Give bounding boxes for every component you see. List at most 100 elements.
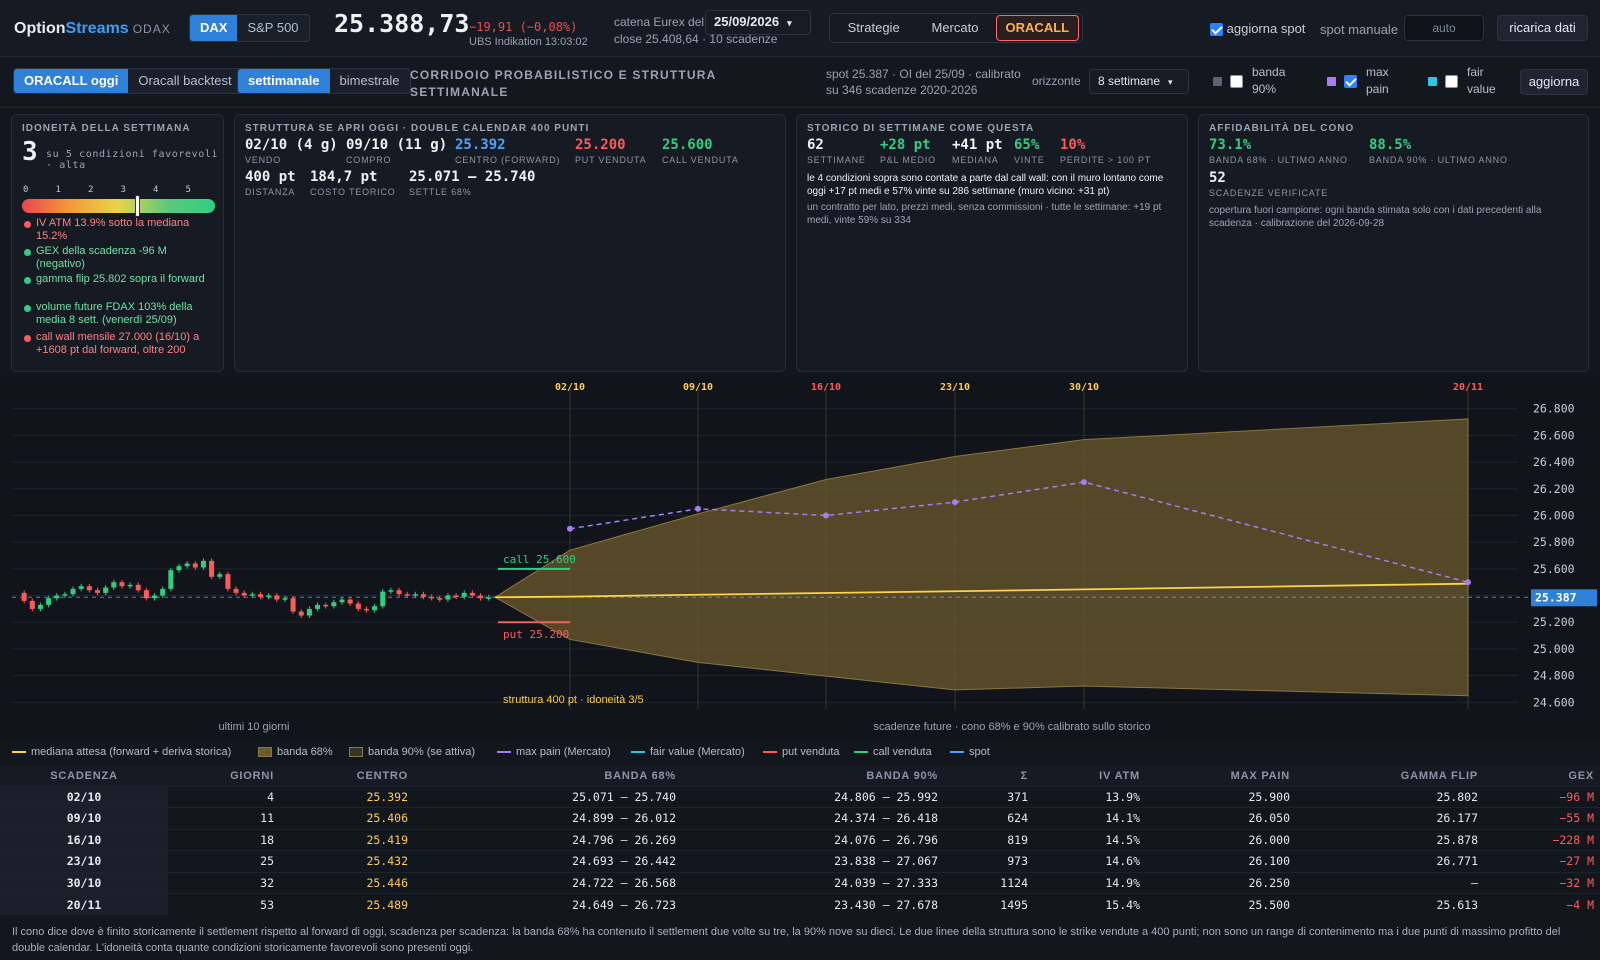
max-pain-point: [695, 505, 701, 512]
table-cell: 14.5%: [1034, 828, 1146, 851]
main-tabs: Strategie Mercato ORACALL: [829, 13, 1083, 43]
column-header[interactable]: IV ATM: [1034, 766, 1146, 786]
checkbox-icon[interactable]: [1344, 75, 1357, 88]
checkbox-icon[interactable]: [1445, 75, 1458, 88]
candle-body: [184, 563, 190, 567]
column-header[interactable]: BANDA 68%: [414, 766, 682, 786]
history-metric: +41 pt MEDIANA: [952, 137, 1003, 165]
structure-metric: 25.071 — 25.740 SETTLE 68%: [409, 169, 535, 197]
table-row[interactable]: 20/11 53 25.489 24.649 — 26.723 23.430 — 27.…: [0, 893, 1600, 915]
structure-panel: STRUTTURA SE APRI OGGI · DOUBLE CALENDAR…: [234, 114, 786, 372]
tab-strategie[interactable]: Strategie: [847, 20, 900, 35]
candle-body: [78, 586, 84, 589]
column-header[interactable]: Σ: [944, 766, 1034, 786]
candle-body: [21, 592, 27, 601]
legend-item: spot: [950, 746, 990, 758]
table-cell: 819: [944, 828, 1034, 851]
price-candles: [21, 558, 492, 618]
period-weekly[interactable]: settimanale: [238, 69, 330, 93]
tab-oracall[interactable]: ORACALL: [995, 15, 1079, 41]
spot-badge: [1531, 589, 1597, 607]
column-header[interactable]: GIORNI: [168, 766, 280, 786]
reload-data-button[interactable]: ricarica dati: [1497, 15, 1588, 41]
candle-body: [70, 588, 76, 595]
table-cell: 25.406: [280, 807, 414, 829]
legend-item: call venduta: [854, 746, 932, 758]
toggle-band90[interactable]: banda 90%: [1213, 64, 1313, 98]
chevron-down-icon: ▾: [1168, 77, 1173, 87]
metric-value: 88.5%: [1369, 137, 1412, 153]
manual-spot-input[interactable]: auto: [1404, 15, 1484, 41]
status-dot-icon: [24, 305, 31, 312]
structure-metric: 400 pt DISTANZA: [245, 169, 296, 197]
section-title: CORRIDOIO PROBABILISTICO E STRUTTURA SET…: [410, 68, 717, 99]
legend-label: mediana attesa (forward + deriva storica…: [31, 746, 232, 758]
table-cell: 4: [168, 785, 280, 808]
legend-item: fair value (Mercato): [631, 746, 745, 758]
panel-title: STRUTTURA SE APRI OGGI · DOUBLE CALENDAR…: [245, 123, 590, 134]
table-row[interactable]: 02/10 4 25.392 25.071 — 25.740 24.806 — 25.9…: [0, 785, 1600, 808]
structure-metric: 184,7 pt COSTO TEORICO: [310, 169, 396, 197]
column-header[interactable]: SCADENZA: [0, 766, 168, 786]
update-button[interactable]: aggiorna: [1520, 69, 1588, 95]
table-cell: 24.722 — 26.568: [414, 871, 682, 894]
spot-update-toggle[interactable]: aggiorna spot: [1210, 21, 1305, 37]
table-cell: 14.9%: [1034, 871, 1146, 894]
expiry-table: SCADENZA GIORNI CENTRO BANDA 68% BANDA 90% Σ I…: [0, 766, 1600, 915]
table-row[interactable]: 09/10 11 25.406 24.899 — 26.012 24.374 — 26.…: [0, 807, 1600, 829]
tab-mercato[interactable]: Mercato: [931, 20, 979, 35]
candle-body: [363, 608, 369, 611]
y-tick-label: 26.800: [1533, 402, 1575, 416]
legend-label: max pain (Mercato): [516, 746, 611, 758]
period-bimonthly[interactable]: bimestrale: [339, 73, 400, 88]
instrument-dax-button[interactable]: DAX: [190, 15, 238, 41]
app-logo: OptionStreams ODAX: [14, 20, 171, 37]
toggle-max-pain[interactable]: max pain: [1327, 64, 1427, 98]
candle-body: [241, 592, 247, 596]
table-cell: 26.177: [1296, 807, 1484, 829]
instrument-sp500-button[interactable]: S&P 500: [247, 20, 299, 35]
table-cell: −4 M: [1484, 893, 1600, 915]
column-header[interactable]: GEX: [1484, 766, 1600, 786]
table-cell: 24.806 — 25.992: [682, 785, 944, 808]
table-cell: 25.613: [1296, 893, 1484, 915]
chain-date-select[interactable]: 25/09/2026 ▾: [705, 10, 811, 35]
table-row[interactable]: 16/10 18 25.419 24.796 — 26.269 24.076 — 26.…: [0, 828, 1600, 851]
table-cell: 24.796 — 26.269: [414, 828, 682, 851]
candle-body: [461, 592, 467, 597]
mode-oracall-today[interactable]: ORACALL oggi: [14, 69, 129, 93]
candle-body: [176, 566, 182, 571]
metric-label: VENDO: [245, 155, 282, 165]
checkbox-icon[interactable]: [1210, 23, 1223, 37]
candle-body: [486, 597, 492, 599]
legend-item: put venduta: [763, 746, 840, 758]
table-cell: 371: [944, 785, 1034, 808]
candle-body: [143, 590, 149, 599]
cone-chart-svg: 26.800 26.600 26.400 26.200 26.000 25.800 25.6…: [12, 382, 1597, 733]
table-cell: 24.899 — 26.012: [414, 807, 682, 829]
scale-tick: 5: [185, 185, 191, 195]
table-cell: 25.432: [280, 850, 414, 872]
table-row[interactable]: 30/10 32 25.446 24.722 — 26.568 24.039 — 27.…: [0, 871, 1600, 894]
status-dot-icon: [24, 221, 31, 228]
reliability-panel: AFFIDABILITÀ DEL CONO 73.1% BANDA 68% · U…: [1198, 114, 1589, 372]
table-row[interactable]: 23/10 25 25.432 24.693 — 26.442 23.838 — 27.…: [0, 850, 1600, 872]
column-header[interactable]: BANDA 90%: [682, 766, 944, 786]
y-tick-label: 26.200: [1533, 482, 1575, 496]
column-header[interactable]: GAMMA FLIP: [1296, 766, 1484, 786]
legend-label: fair value (Mercato): [650, 746, 745, 758]
toggle-fair-value[interactable]: fair value: [1428, 64, 1528, 98]
mode-switch: ORACALL oggi Oracall backtest: [13, 68, 243, 94]
column-header[interactable]: CENTRO: [280, 766, 414, 786]
y-tick-label: 25.200: [1533, 615, 1575, 629]
mode-oracall-backtest[interactable]: Oracall backtest: [138, 73, 232, 88]
condition-text: gamma flip 25.802 sopra il forward: [36, 273, 205, 285]
column-header[interactable]: MAX PAIN: [1146, 766, 1296, 786]
condition-text: volume future FDAX 103% della media 8 se…: [36, 301, 193, 326]
legend-label: call venduta: [873, 746, 932, 758]
checkbox-icon[interactable]: [1230, 75, 1243, 88]
metric-value: 25.600: [662, 137, 713, 153]
panel-title: AFFIDABILITÀ DEL CONO: [1209, 123, 1355, 134]
horizon-select[interactable]: 8 settimane ▾: [1089, 69, 1189, 94]
table-cell: 24.649 — 26.723: [414, 893, 682, 915]
